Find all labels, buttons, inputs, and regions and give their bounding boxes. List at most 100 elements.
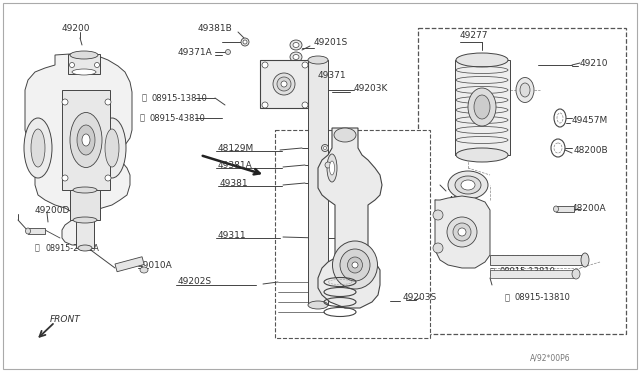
Text: 49202S: 49202S xyxy=(178,278,212,286)
Circle shape xyxy=(105,175,111,181)
Ellipse shape xyxy=(348,257,362,273)
Text: Ⓗ: Ⓗ xyxy=(140,113,145,122)
Ellipse shape xyxy=(73,187,97,193)
Ellipse shape xyxy=(77,125,95,155)
Circle shape xyxy=(62,175,68,181)
Text: 49201S: 49201S xyxy=(314,38,348,46)
Ellipse shape xyxy=(340,249,370,281)
Text: 49371A: 49371A xyxy=(178,48,212,57)
Bar xyxy=(68,54,100,74)
Ellipse shape xyxy=(98,118,126,178)
Ellipse shape xyxy=(70,51,98,59)
Text: Ⓗ: Ⓗ xyxy=(35,244,40,253)
Ellipse shape xyxy=(293,42,299,48)
Ellipse shape xyxy=(327,154,337,182)
Ellipse shape xyxy=(453,223,471,241)
Ellipse shape xyxy=(321,144,328,151)
Text: 49210: 49210 xyxy=(580,58,609,67)
Bar xyxy=(115,257,144,272)
Bar xyxy=(418,28,626,334)
Text: 49381A: 49381A xyxy=(218,160,253,170)
Ellipse shape xyxy=(273,73,295,95)
Ellipse shape xyxy=(461,180,475,190)
Text: 49262: 49262 xyxy=(448,196,476,205)
Ellipse shape xyxy=(325,162,331,168)
Ellipse shape xyxy=(31,129,45,167)
Bar xyxy=(556,206,574,212)
Text: 08915-13810: 08915-13810 xyxy=(500,267,556,276)
Ellipse shape xyxy=(243,40,247,44)
Text: 08915-43810: 08915-43810 xyxy=(150,113,206,122)
Text: 49381B: 49381B xyxy=(198,23,233,32)
Text: 49381: 49381 xyxy=(220,179,248,187)
Polygon shape xyxy=(435,196,490,268)
Text: 48129M: 48129M xyxy=(218,144,254,153)
Circle shape xyxy=(62,99,68,105)
Circle shape xyxy=(70,62,74,67)
Bar xyxy=(490,255,585,265)
Text: 08915-13810: 08915-13810 xyxy=(152,93,208,103)
Ellipse shape xyxy=(455,176,481,194)
Text: 49200D: 49200D xyxy=(35,205,70,215)
Ellipse shape xyxy=(458,228,466,236)
Circle shape xyxy=(433,210,443,220)
Bar xyxy=(455,60,510,155)
Text: Ⓗ: Ⓗ xyxy=(142,93,147,103)
Circle shape xyxy=(433,243,443,253)
Ellipse shape xyxy=(330,161,335,175)
Bar xyxy=(490,270,575,278)
Circle shape xyxy=(105,99,111,105)
Ellipse shape xyxy=(140,267,148,273)
Text: 49277: 49277 xyxy=(460,31,488,39)
Text: 08915-2421A: 08915-2421A xyxy=(45,244,99,253)
Text: Ⓗ: Ⓗ xyxy=(505,294,510,302)
Ellipse shape xyxy=(333,241,378,289)
Ellipse shape xyxy=(24,118,52,178)
Bar xyxy=(275,130,430,338)
Text: 08915-13810: 08915-13810 xyxy=(515,294,571,302)
Ellipse shape xyxy=(456,148,508,162)
Ellipse shape xyxy=(572,269,580,279)
Text: A/92*00P6: A/92*00P6 xyxy=(530,353,571,362)
Ellipse shape xyxy=(70,112,102,167)
Ellipse shape xyxy=(308,56,328,64)
Ellipse shape xyxy=(73,217,97,223)
Text: 49457M: 49457M xyxy=(572,115,608,125)
Bar xyxy=(62,90,110,190)
Circle shape xyxy=(262,102,268,108)
Ellipse shape xyxy=(581,253,589,267)
Ellipse shape xyxy=(293,55,299,60)
Ellipse shape xyxy=(281,81,287,87)
Ellipse shape xyxy=(225,49,230,55)
Bar xyxy=(260,60,308,108)
Ellipse shape xyxy=(241,38,249,46)
Ellipse shape xyxy=(290,52,302,62)
Circle shape xyxy=(95,62,99,67)
Circle shape xyxy=(262,62,268,68)
Ellipse shape xyxy=(554,206,559,212)
Circle shape xyxy=(302,102,308,108)
Bar xyxy=(70,190,100,220)
Bar xyxy=(28,228,45,234)
Ellipse shape xyxy=(26,228,31,234)
Ellipse shape xyxy=(447,217,477,247)
Ellipse shape xyxy=(456,53,508,67)
Ellipse shape xyxy=(78,245,92,251)
Text: 49203S: 49203S xyxy=(403,294,437,302)
Ellipse shape xyxy=(105,129,119,167)
Text: 49010A: 49010A xyxy=(138,260,173,269)
Text: 49203K: 49203K xyxy=(354,83,388,93)
Ellipse shape xyxy=(474,95,490,119)
Ellipse shape xyxy=(72,69,96,75)
Ellipse shape xyxy=(308,301,328,309)
Text: 49311: 49311 xyxy=(218,231,246,240)
Text: FRONT: FRONT xyxy=(50,315,81,324)
Ellipse shape xyxy=(82,134,90,146)
Ellipse shape xyxy=(334,128,356,142)
Ellipse shape xyxy=(277,77,291,91)
Polygon shape xyxy=(318,128,382,308)
Ellipse shape xyxy=(323,147,326,150)
Text: 48200A: 48200A xyxy=(572,203,607,212)
Circle shape xyxy=(302,62,308,68)
Text: 49200: 49200 xyxy=(62,23,90,32)
